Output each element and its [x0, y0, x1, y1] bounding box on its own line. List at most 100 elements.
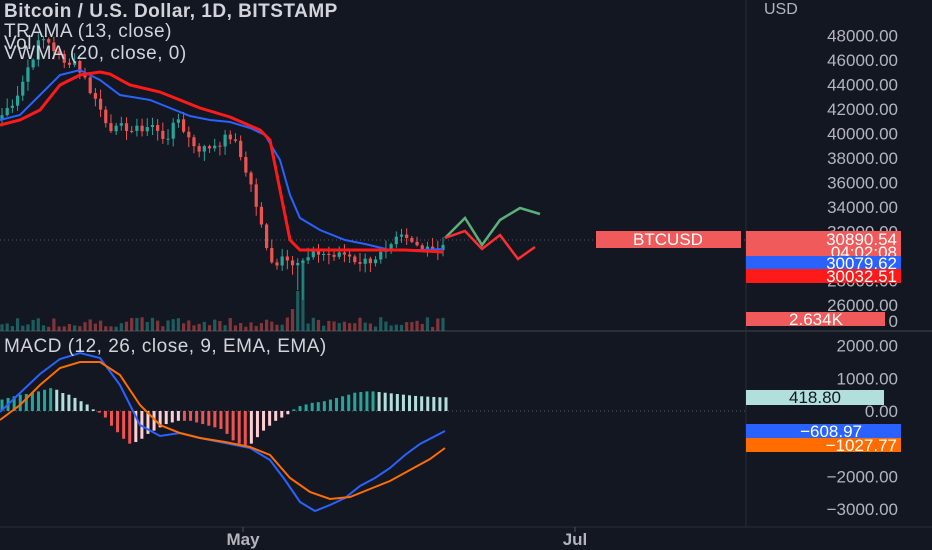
- candle-body: [62, 54, 66, 63]
- projection-path-green[interactable]: [444, 206, 541, 248]
- candle-body: [332, 254, 336, 257]
- candle-body: [420, 245, 424, 250]
- candle-body: [327, 253, 331, 255]
- candle-body: [322, 253, 326, 255]
- volume-bar: [26, 324, 30, 331]
- trama-legend[interactable]: TRAMA (13, close): [4, 21, 172, 42]
- macd-histogram-bar: [347, 394, 351, 411]
- volume-bar: [166, 320, 170, 331]
- vwma-legend[interactable]: VWMA (20, close, 0): [4, 43, 187, 64]
- candle-body: [52, 42, 56, 52]
- candle-body: [88, 77, 92, 94]
- candle-body: [415, 241, 419, 246]
- volume-bar: [280, 324, 284, 331]
- candle-body: [353, 256, 357, 263]
- candle-body: [394, 236, 398, 245]
- macd-histogram-bar: [383, 392, 387, 411]
- macd-tick-label: 2000.00: [837, 337, 898, 356]
- volume-bar: [130, 318, 134, 331]
- volume-bar: [119, 323, 123, 331]
- candle-body: [363, 258, 367, 264]
- volume-legend[interactable]: Vol: [4, 33, 32, 54]
- price-tick-label: 34000.00: [827, 198, 898, 217]
- price-tick-label: 44000.00: [827, 75, 898, 94]
- candle-body: [187, 131, 191, 138]
- volume-bar: [290, 309, 295, 331]
- projection-path-red[interactable]: [444, 229, 536, 261]
- volume-bar: [67, 324, 72, 331]
- histogram-value-box: [746, 390, 884, 405]
- macd-histogram-bar: [140, 411, 144, 439]
- macd-histogram-bar: [91, 409, 95, 411]
- volume-bar: [109, 326, 113, 331]
- macd-histogram-bar: [292, 409, 296, 411]
- candle-body: [249, 172, 253, 185]
- candle-body: [21, 81, 25, 96]
- macd-histogram-bar: [359, 392, 363, 411]
- macd-histogram-bar: [122, 411, 126, 439]
- volume-bar: [124, 321, 129, 331]
- candle-body: [379, 251, 383, 260]
- candle-body: [405, 234, 409, 238]
- candle-body: [358, 262, 362, 264]
- volume-bar: [98, 320, 103, 331]
- macd-histogram-bar: [438, 397, 442, 411]
- macd-histogram-bar: [49, 388, 53, 411]
- volume-bar: [316, 319, 321, 331]
- volume-bar: [270, 321, 274, 331]
- macd-histogram-bar: [12, 396, 16, 411]
- macd-histogram-bar: [335, 397, 339, 411]
- volume-bar: [78, 326, 82, 331]
- macd-histogram-bar: [274, 411, 278, 421]
- trama-value-box: [746, 269, 901, 283]
- symbol-label-box: [596, 231, 741, 248]
- last-price-text: 30890.54: [826, 230, 897, 249]
- candle-body: [233, 139, 238, 141]
- last-price-box[interactable]: [746, 231, 901, 260]
- candle-body: [109, 123, 113, 132]
- candle-body: [218, 145, 222, 147]
- price-tick-label: 26000.00: [827, 296, 898, 315]
- volume-bar: [93, 323, 97, 331]
- trama-value-text: 30032.51: [826, 267, 897, 286]
- candle-body: [5, 107, 9, 116]
- candle-body: [337, 252, 341, 257]
- volume-bar: [47, 326, 51, 331]
- macd-histogram-bar: [158, 411, 162, 428]
- macd-histogram-bar: [219, 411, 223, 429]
- candle-body: [140, 125, 144, 132]
- volume-bar: [275, 324, 279, 331]
- macd-tick-label: 0.00: [865, 402, 898, 421]
- candle-body: [150, 125, 155, 128]
- macd-histogram-bar: [18, 394, 22, 411]
- volume-bar: [171, 319, 175, 331]
- volume-bar: [202, 321, 206, 331]
- volume-bar: [145, 322, 149, 331]
- volume-bar: [415, 320, 419, 331]
- projection-drawings[interactable]: [444, 206, 541, 261]
- trama-line: [0, 70, 444, 254]
- volume-bar: [181, 323, 186, 331]
- volume-bar: [436, 318, 440, 331]
- volume-bar: [15, 318, 20, 331]
- volume-bar: [114, 326, 118, 331]
- volume-bar: [176, 318, 180, 331]
- vwma-value-text: 30079.62: [826, 254, 897, 273]
- chart-title[interactable]: Bitcoin / U.S. Dollar, 1D, BITSTAMP: [4, 1, 338, 22]
- macd-histogram-bar: [268, 411, 272, 426]
- volume-bar: [187, 320, 191, 331]
- macd-legend[interactable]: MACD (12, 26, close, 9, EMA, EMA): [4, 336, 327, 357]
- volume-bar: [197, 323, 201, 331]
- macd-histogram-bar: [395, 394, 399, 411]
- macd-histogram-bar: [365, 391, 369, 411]
- volume-bar: [296, 291, 300, 331]
- macd-histogram-bar: [353, 392, 357, 411]
- macd-histogram-bar: [389, 393, 393, 411]
- macd-histogram-bar: [146, 411, 150, 434]
- volume-bar: [0, 324, 4, 331]
- volume-bar: [420, 323, 424, 331]
- volume-bar: [140, 317, 144, 331]
- macd-histogram-bar: [316, 402, 320, 411]
